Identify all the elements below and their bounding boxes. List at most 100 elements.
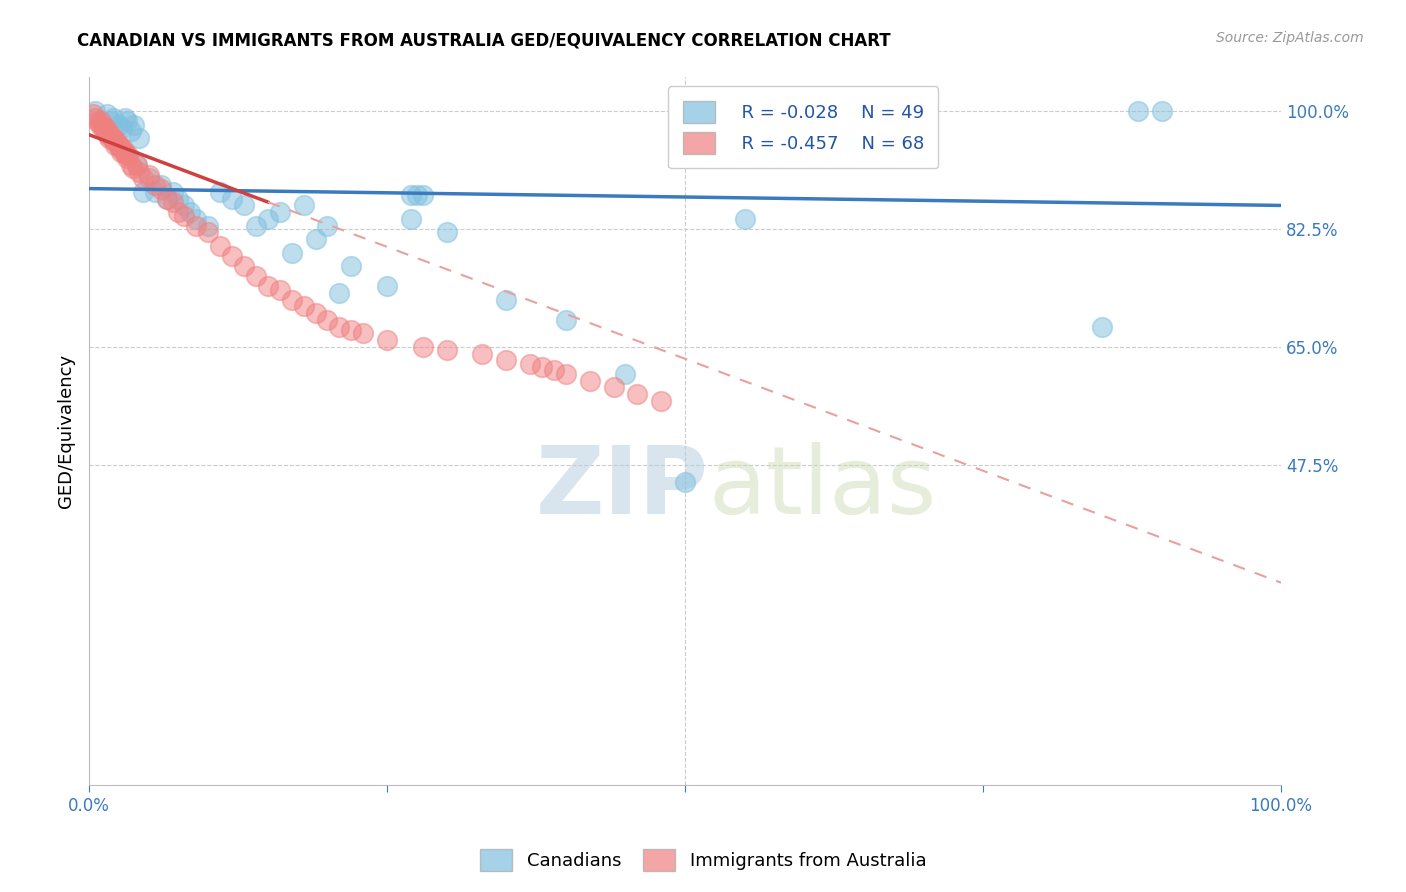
- Point: [105, 135, 128, 149]
- Point: [197, 226, 219, 240]
- Point: [101, 111, 124, 125]
- Point: [120, 124, 142, 138]
- Point: [162, 185, 184, 199]
- Point: [143, 178, 166, 193]
- Point: [1126, 104, 1149, 119]
- Point: [103, 135, 125, 149]
- Point: [90, 114, 112, 128]
- Point: [412, 340, 434, 354]
- Point: [120, 158, 142, 172]
- Point: [108, 137, 131, 152]
- Point: [554, 313, 576, 327]
- Point: [108, 141, 131, 155]
- Text: Source: ZipAtlas.com: Source: ZipAtlas.com: [1216, 31, 1364, 45]
- Point: [1091, 319, 1114, 334]
- Point: [98, 131, 121, 145]
- Point: [257, 211, 280, 226]
- Point: [257, 279, 280, 293]
- Point: [110, 145, 132, 159]
- Legend:   R = -0.028    N = 49,   R = -0.457    N = 68: R = -0.028 N = 49, R = -0.457 N = 68: [668, 87, 938, 169]
- Point: [221, 249, 243, 263]
- Point: [114, 145, 136, 159]
- Point: [131, 171, 153, 186]
- Point: [375, 333, 398, 347]
- Legend: Canadians, Immigrants from Australia: Canadians, Immigrants from Australia: [472, 842, 934, 879]
- Point: [111, 120, 134, 135]
- Point: [578, 374, 600, 388]
- Point: [233, 198, 256, 212]
- Point: [108, 118, 131, 132]
- Point: [100, 128, 122, 142]
- Point: [167, 192, 190, 206]
- Point: [86, 114, 108, 128]
- Point: [626, 387, 648, 401]
- Point: [124, 118, 146, 132]
- Point: [128, 131, 150, 145]
- Point: [155, 192, 177, 206]
- Point: [84, 104, 107, 119]
- Point: [436, 343, 458, 358]
- Point: [173, 209, 195, 223]
- Point: [186, 211, 208, 226]
- Point: [412, 188, 434, 202]
- Point: [115, 151, 138, 165]
- Point: [436, 226, 458, 240]
- Point: [138, 168, 160, 182]
- Point: [94, 120, 117, 135]
- Point: [292, 198, 315, 212]
- Point: [280, 245, 302, 260]
- Point: [471, 346, 494, 360]
- Point: [125, 158, 148, 172]
- Point: [93, 120, 115, 135]
- Point: [84, 111, 107, 125]
- Point: [96, 107, 118, 121]
- Point: [131, 185, 153, 199]
- Point: [316, 219, 339, 233]
- Point: [100, 114, 122, 128]
- Y-axis label: GED/Equivalency: GED/Equivalency: [58, 354, 75, 508]
- Point: [96, 124, 118, 138]
- Point: [162, 195, 184, 210]
- Point: [138, 171, 160, 186]
- Text: ZIP: ZIP: [536, 442, 709, 533]
- Point: [221, 192, 243, 206]
- Point: [233, 259, 256, 273]
- Point: [209, 185, 232, 199]
- Point: [269, 205, 291, 219]
- Point: [673, 475, 696, 489]
- Point: [530, 360, 553, 375]
- Point: [149, 181, 172, 195]
- Point: [101, 131, 124, 145]
- Point: [352, 326, 374, 341]
- Point: [650, 393, 672, 408]
- Point: [125, 158, 148, 172]
- Point: [89, 118, 111, 132]
- Point: [128, 165, 150, 179]
- Point: [100, 131, 122, 145]
- Point: [122, 161, 145, 176]
- Point: [340, 259, 363, 273]
- Point: [405, 188, 427, 202]
- Point: [97, 128, 120, 142]
- Point: [543, 363, 565, 377]
- Point: [1150, 104, 1173, 119]
- Point: [554, 367, 576, 381]
- Point: [114, 111, 136, 125]
- Point: [328, 285, 350, 300]
- Point: [245, 269, 267, 284]
- Point: [495, 353, 517, 368]
- Point: [143, 185, 166, 199]
- Point: [104, 137, 127, 152]
- Point: [117, 148, 139, 162]
- Point: [149, 178, 172, 193]
- Point: [399, 211, 422, 226]
- Text: atlas: atlas: [709, 442, 938, 533]
- Point: [115, 114, 138, 128]
- Point: [280, 293, 302, 307]
- Point: [614, 367, 637, 381]
- Point: [197, 219, 219, 233]
- Point: [602, 380, 624, 394]
- Point: [340, 323, 363, 337]
- Point: [107, 137, 129, 152]
- Point: [316, 313, 339, 327]
